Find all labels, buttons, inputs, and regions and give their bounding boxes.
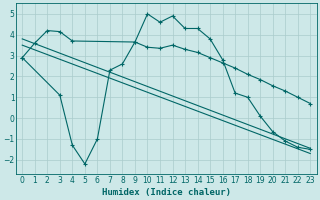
X-axis label: Humidex (Indice chaleur): Humidex (Indice chaleur) [102, 188, 231, 197]
